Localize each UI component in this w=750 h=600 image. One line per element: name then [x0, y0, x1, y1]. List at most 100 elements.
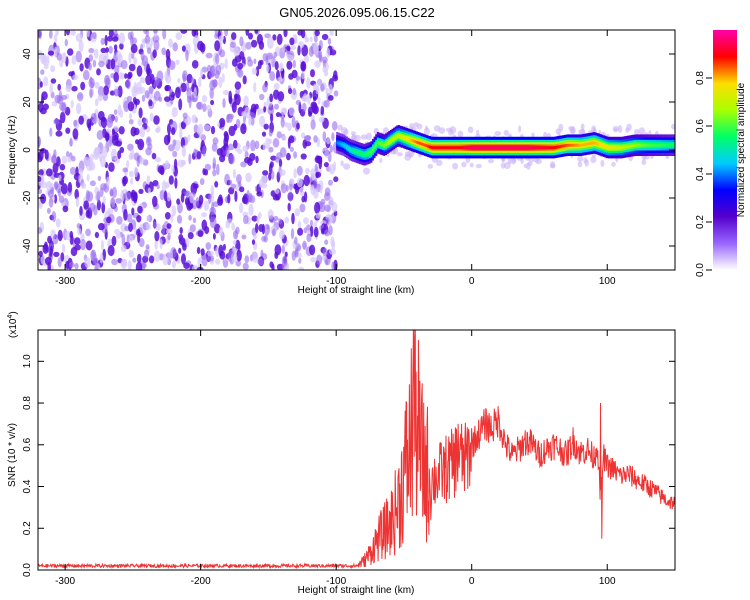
- ridge-cell: [476, 146, 478, 150]
- noise-cell: [108, 162, 115, 173]
- ridge-halo-cell: [360, 134, 368, 140]
- noise-cell: [185, 49, 189, 62]
- ridge-halo-cell: [340, 160, 344, 167]
- ridge-cell: [521, 146, 524, 150]
- noise-cell: [215, 64, 222, 76]
- ridge-halo-cell: [416, 123, 423, 130]
- noise-cell: [259, 115, 266, 127]
- ridge-cell: [510, 146, 513, 150]
- noise-cell: [278, 158, 283, 168]
- ridge-cell: [653, 143, 656, 147]
- snr-y-tick-label: 1.0: [22, 354, 33, 368]
- noise-cell: [314, 202, 321, 214]
- noise-cell: [143, 30, 148, 34]
- noise-cell: [113, 44, 118, 51]
- noise-cell: [324, 192, 331, 201]
- ridge-cell: [500, 146, 503, 150]
- spectrogram-cells: [38, 30, 675, 270]
- noise-cell: [231, 32, 237, 41]
- noise-cell: [172, 42, 178, 52]
- noise-cell: [171, 205, 177, 217]
- noise-cell: [131, 207, 135, 216]
- spectrogram-x-tick-label: -100: [326, 276, 346, 287]
- noise-cell: [244, 150, 249, 159]
- ridge-halo-cell: [558, 123, 564, 132]
- ridge-cell: [437, 146, 439, 150]
- noise-cell: [136, 215, 142, 223]
- noise-cell: [324, 148, 330, 158]
- noise-cell: [153, 30, 158, 34]
- ridge-cell: [378, 141, 381, 145]
- ridge-cell: [640, 143, 643, 147]
- noise-cell: [117, 54, 121, 67]
- noise-cell: [128, 250, 134, 258]
- noise-cell: [174, 177, 178, 189]
- noise-cell: [38, 136, 41, 148]
- noise-cell: [279, 147, 287, 158]
- noise-cell: [284, 216, 290, 224]
- noise-cell: [47, 189, 54, 199]
- ridge-cell: [398, 134, 400, 138]
- ridge-cell: [611, 146, 613, 150]
- noise-cell: [318, 202, 326, 213]
- noise-cell: [239, 186, 245, 193]
- ridge-cell: [528, 146, 531, 150]
- noise-cell: [231, 247, 239, 254]
- noise-cell: [39, 81, 43, 88]
- noise-cell: [182, 73, 186, 83]
- ridge-cell: [493, 146, 496, 150]
- ridge-cell: [349, 148, 352, 152]
- ridge-cell: [467, 146, 470, 150]
- spectrogram-y-tick-label: 0: [22, 147, 33, 153]
- noise-cell: [261, 223, 265, 235]
- ridge-halo-cell: [469, 162, 474, 168]
- noise-cell: [98, 60, 105, 68]
- ridge-halo-cell: [520, 158, 524, 164]
- noise-cell: [255, 223, 259, 234]
- noise-cell: [274, 244, 282, 256]
- ridge-cell: [448, 146, 451, 150]
- ridge-cell: [459, 146, 462, 150]
- noise-cell: [278, 218, 283, 225]
- noise-cell: [68, 262, 75, 268]
- noise-cell: [46, 207, 51, 214]
- noise-cell: [323, 204, 331, 212]
- ridge-cell: [619, 146, 622, 150]
- ridge-cell: [549, 146, 552, 150]
- noise-cell: [197, 40, 204, 51]
- noise-cell: [210, 99, 215, 106]
- noise-cell: [248, 203, 254, 216]
- noise-cell: [171, 260, 176, 269]
- noise-cell: [49, 127, 53, 137]
- noise-cell: [80, 81, 86, 91]
- ridge-cell: [498, 146, 501, 150]
- snr-scale-close: ): [8, 311, 19, 314]
- ridge-halo-cell: [436, 159, 443, 167]
- noise-cell: [99, 252, 104, 264]
- noise-cell: [329, 196, 334, 208]
- ridge-halo-cell: [526, 162, 531, 170]
- noise-cell: [40, 254, 45, 265]
- noise-cell: [74, 188, 79, 200]
- ridge-halo-cell: [634, 129, 640, 135]
- noise-cell: [227, 113, 234, 120]
- ridge-cell: [487, 146, 490, 150]
- noise-cell: [176, 198, 181, 205]
- ridge-cell: [638, 143, 641, 147]
- noise-cell: [211, 142, 218, 152]
- noise-cell: [266, 52, 274, 60]
- snr-y-ticks: 0.0 0.2 0.4 0.6 0.8 1.0: [22, 354, 675, 577]
- ridge-halo-cell: [577, 155, 584, 162]
- noise-cell: [315, 155, 323, 161]
- colorbar-tick-label: 0.2: [695, 215, 706, 229]
- noise-cell: [153, 39, 160, 51]
- noise-cell: [269, 71, 276, 82]
- noise-cell: [80, 233, 85, 241]
- noise-cell: [240, 161, 247, 168]
- ridge-cell: [396, 134, 399, 138]
- ridge-cell: [533, 146, 535, 150]
- noise-cell: [83, 200, 90, 210]
- noise-cell: [136, 253, 142, 264]
- noise-cell: [248, 114, 252, 126]
